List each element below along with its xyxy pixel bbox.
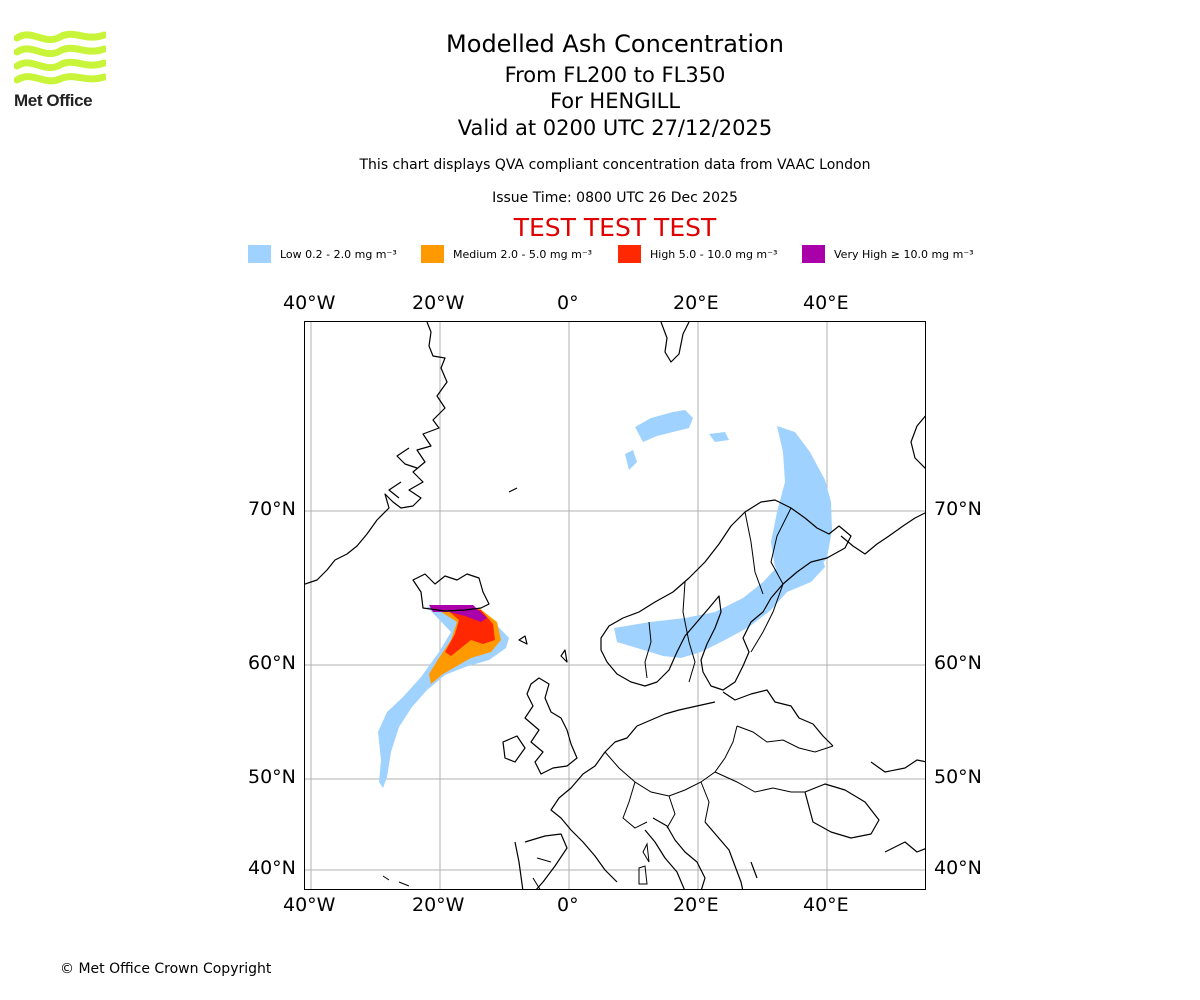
lon-label-bottom-20w: 20°W: [412, 894, 465, 916]
test-banner: TEST TEST TEST: [513, 213, 717, 242]
country-borders: [532, 507, 834, 889]
jan-mayen: [508, 487, 518, 493]
issue-time: Issue Time: 0800 UTC 26 Dec 2025: [492, 190, 738, 206]
legend-label-medium: Medium 2.0 - 5.0 mg m⁻³: [453, 247, 593, 261]
scandinavia: [600, 499, 852, 691]
shetland: [560, 649, 568, 663]
eastern-coast: [870, 759, 925, 853]
lon-label-top-40w: 40°W: [283, 292, 336, 314]
kola-white-sea: [840, 512, 925, 555]
legend-swatch-very-high: [802, 245, 825, 263]
ash-low-scandinavia-band: [614, 554, 825, 658]
small-islands: [382, 842, 650, 887]
ash-low-fragment-2: [709, 432, 729, 442]
legend-label-low: Low 0.2 - 2.0 mg m⁻³: [280, 247, 397, 261]
borders-central-europe: [604, 725, 834, 829]
border-finland-russia: [750, 507, 792, 653]
corsica: [642, 842, 650, 863]
legend-item-high: High 5.0 - 10.0 mg m⁻³: [618, 244, 777, 264]
met-office-wave-logo-icon: [14, 30, 106, 85]
lat-label-right-50n: 50°N: [934, 766, 982, 788]
legend-label-very-high: Very High ≥ 10.0 mg m⁻³: [834, 247, 974, 261]
ash-low-layer: [378, 410, 832, 788]
lat-label-right-60n: 60°N: [934, 652, 982, 674]
sardinia: [638, 865, 648, 885]
novaya-zemlya: [910, 415, 925, 469]
chart-title: Modelled Ash Concentration: [446, 30, 784, 58]
greenland-fjord-detail: [388, 447, 418, 499]
lon-label-top-20w: 20°W: [412, 292, 465, 314]
lat-label-left-70n: 70°N: [248, 498, 296, 520]
legend-item-very-high: Very High ≥ 10.0 mg m⁻³: [802, 244, 974, 264]
ash-concentration-map[interactable]: [304, 321, 926, 890]
lat-label-left-50n: 50°N: [248, 766, 296, 788]
legend-item-medium: Medium 2.0 - 5.0 mg m⁻³: [421, 244, 592, 264]
ash-low-svalbard-patch: [635, 410, 693, 442]
lon-label-top-0: 0°: [557, 292, 579, 314]
lat-label-left-60n: 60°N: [248, 652, 296, 674]
valid-time: Valid at 0200 UTC 27/12/2025: [457, 116, 773, 140]
italy: [644, 817, 706, 889]
ash-low-fragment: [625, 450, 637, 470]
qva-note: This chart displays QVA compliant concen…: [359, 157, 871, 173]
balkans-greece: [704, 821, 758, 889]
lon-label-top-40e: 40°E: [803, 292, 849, 314]
map-gridlines: [305, 322, 925, 889]
lon-label-bottom-20e: 20°E: [673, 894, 719, 916]
copyright-notice: © Met Office Crown Copyright: [60, 961, 272, 977]
british-isles: [502, 677, 578, 775]
lat-label-right-70n: 70°N: [934, 498, 982, 520]
lat-label-left-40n: 40°N: [248, 857, 296, 879]
borders-iberia: [532, 857, 552, 889]
volcano-name: For HENGILL: [549, 89, 681, 113]
lat-label-right-40n: 40°N: [934, 857, 982, 879]
map-canvas: [305, 322, 925, 889]
azores-fragments: [382, 875, 410, 887]
faroe-islands: [518, 635, 528, 645]
baltic-coast: [722, 689, 834, 747]
flight-level-range: From FL200 to FL350: [504, 63, 726, 87]
greenland-east-coast: [305, 322, 448, 585]
black-sea: [804, 783, 880, 839]
legend: Low 0.2 - 2.0 mg m⁻³ Medium 2.0 - 5.0 mg…: [248, 244, 1008, 264]
svalbard: [660, 322, 690, 363]
legend-swatch-medium: [421, 245, 444, 263]
border-norway-sweden: [644, 581, 696, 683]
met-office-logo: Met Office: [14, 28, 110, 112]
lon-label-bottom-40e: 40°E: [803, 894, 849, 916]
iceland: [412, 573, 490, 612]
continental-coast: [514, 701, 716, 889]
logo-text: Met Office: [14, 91, 93, 110]
legend-swatch-high: [618, 245, 641, 263]
lon-label-bottom-0: 0°: [557, 894, 579, 916]
legend-label-high: High 5.0 - 10.0 mg m⁻³: [650, 247, 778, 261]
border-sweden-finland: [744, 511, 764, 595]
coastlines: [305, 322, 925, 889]
lon-label-top-20e: 20°E: [673, 292, 719, 314]
lon-label-bottom-40w: 40°W: [283, 894, 336, 916]
ash-low-kola-barents: [771, 426, 832, 576]
legend-item-low: Low 0.2 - 2.0 mg m⁻³: [248, 244, 397, 264]
legend-swatch-low: [248, 245, 271, 263]
